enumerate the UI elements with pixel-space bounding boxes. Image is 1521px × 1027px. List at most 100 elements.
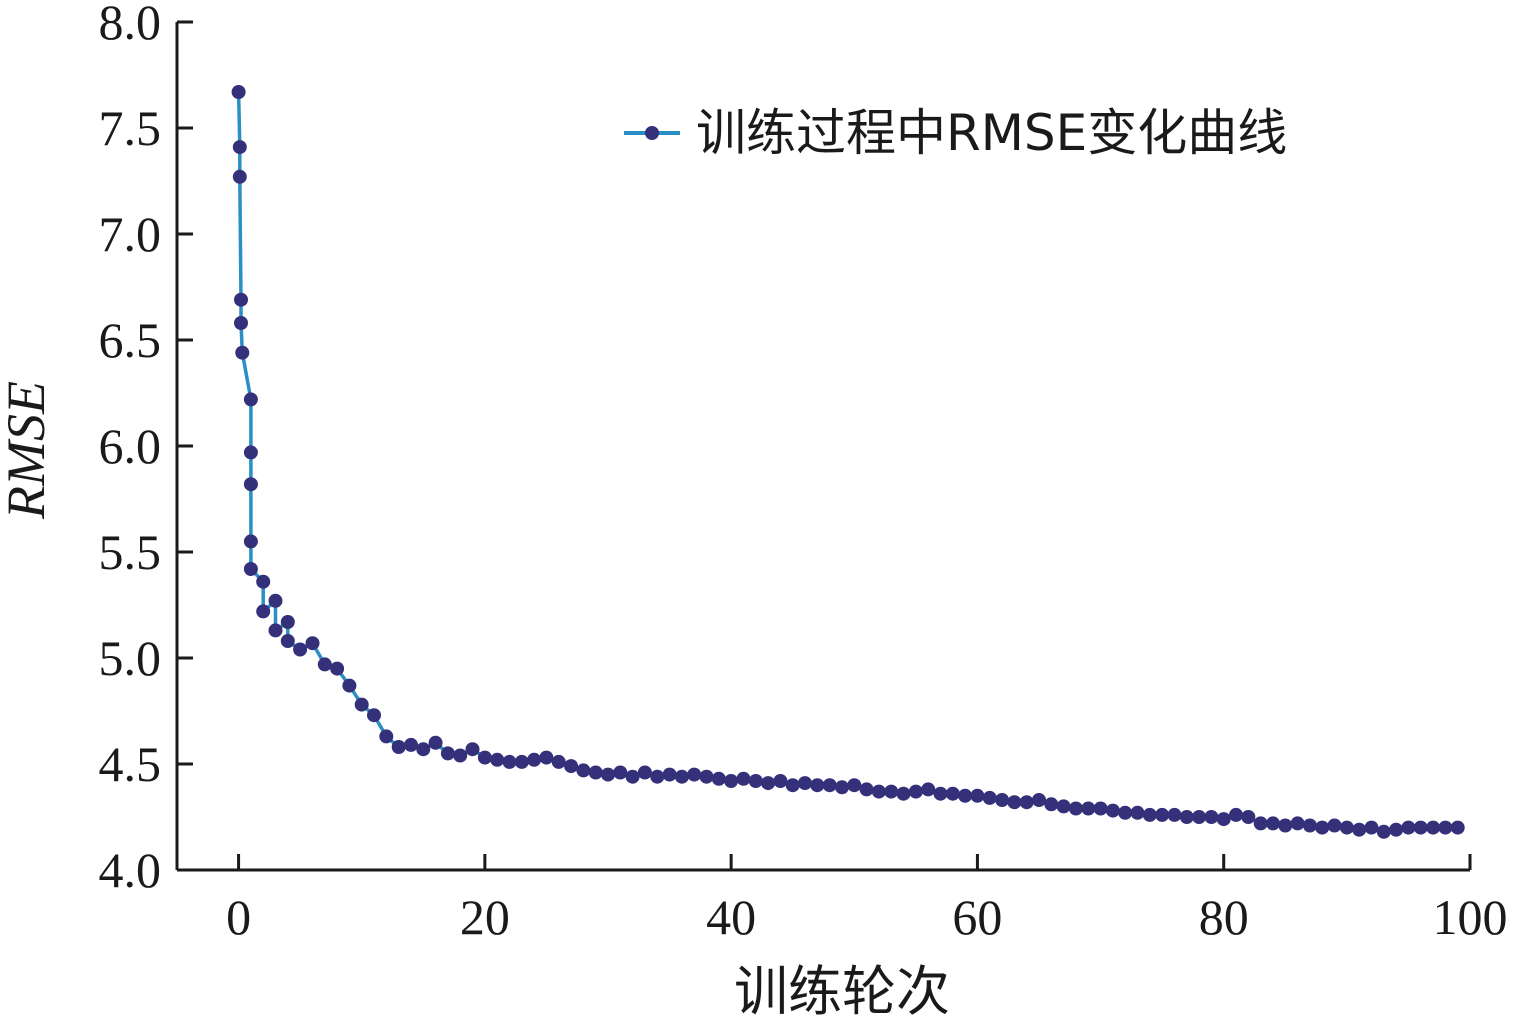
data-point <box>391 740 406 754</box>
data-point <box>1229 807 1243 822</box>
data-point <box>231 85 246 99</box>
data-point <box>1007 795 1022 810</box>
data-point <box>995 793 1010 807</box>
data-point <box>1339 820 1354 835</box>
data-point <box>1290 816 1305 831</box>
data-point <box>465 742 480 757</box>
data-point <box>1253 816 1268 831</box>
data-point <box>514 754 529 769</box>
data-point <box>773 774 788 788</box>
data-point <box>724 774 739 788</box>
y-tick-label: 5.5 <box>99 524 162 580</box>
data-point <box>859 782 874 797</box>
data-point <box>1167 807 1182 822</box>
y-tick-label: 4.5 <box>99 736 162 792</box>
data-point <box>1327 818 1342 833</box>
data-point <box>293 642 308 657</box>
data-point <box>354 697 369 712</box>
legend: 训练过程中RMSE变化曲线 <box>624 104 1287 162</box>
y-tick-label: 6.0 <box>99 418 162 474</box>
x-axis-label: 训练轮次 <box>734 960 950 1023</box>
data-point <box>884 784 899 799</box>
data-point <box>379 729 394 744</box>
data-point <box>748 774 763 788</box>
data-point <box>1179 810 1194 824</box>
data-point <box>1216 812 1231 827</box>
data-point <box>785 778 800 793</box>
data-point <box>1056 799 1071 814</box>
data-point <box>1142 807 1157 822</box>
data-point <box>317 657 332 672</box>
data-point <box>1401 820 1416 835</box>
y-tick-label: 5.0 <box>99 630 162 686</box>
data-point <box>1068 801 1083 816</box>
data-point <box>601 767 615 782</box>
data-point <box>1130 805 1145 820</box>
data-point <box>367 708 381 723</box>
data-point <box>871 784 886 799</box>
data-point <box>502 754 517 769</box>
data-point <box>1426 820 1441 835</box>
series-line <box>236 91 1458 834</box>
plot-area <box>231 85 1465 839</box>
y-ticks: 4.0 4.5 5.0 5.5 6.0 6.5 7.0 7.5 8.0 <box>99 0 193 898</box>
data-point <box>1093 801 1108 816</box>
data-point <box>1450 820 1465 835</box>
data-point <box>1155 807 1170 822</box>
data-point <box>1105 803 1120 818</box>
data-point <box>416 742 431 757</box>
data-point <box>982 790 997 805</box>
data-point <box>1315 820 1330 835</box>
data-point <box>243 445 258 460</box>
data-point <box>650 769 665 784</box>
data-point <box>1364 820 1379 835</box>
data-point <box>1376 824 1391 839</box>
x-tick-label: 60 <box>952 889 1002 945</box>
data-point <box>921 782 936 797</box>
data-point <box>280 615 295 629</box>
data-point <box>699 769 714 784</box>
data-point <box>256 604 271 619</box>
y-tick-label: 6.5 <box>99 312 162 368</box>
data-point <box>576 763 591 778</box>
data-point <box>527 752 542 767</box>
data-point <box>810 778 825 793</box>
x-tick-label: 0 <box>226 889 251 945</box>
data-point <box>243 562 258 576</box>
data-point <box>896 786 911 801</box>
data-point <box>637 765 652 780</box>
data-point <box>564 759 579 774</box>
data-point <box>711 771 726 786</box>
data-point <box>1192 810 1207 824</box>
data-point <box>1302 818 1317 833</box>
data-point <box>280 634 295 648</box>
data-point <box>539 750 554 765</box>
data-point <box>736 771 751 786</box>
data-point <box>945 786 960 801</box>
data-point <box>798 776 812 791</box>
data-point <box>330 661 345 676</box>
data-point <box>232 140 247 155</box>
data-point <box>235 345 250 360</box>
data-point <box>1032 793 1046 807</box>
data-point <box>613 765 628 780</box>
data-point <box>1413 820 1428 835</box>
x-ticks: 0 20 40 60 80 100 <box>226 854 1508 945</box>
data-point <box>342 678 357 693</box>
data-point <box>268 623 283 638</box>
data-point <box>305 636 320 651</box>
data-point <box>404 737 418 752</box>
data-point <box>234 316 248 330</box>
data-point <box>1241 810 1256 824</box>
data-point <box>662 767 677 782</box>
data-point <box>588 765 603 780</box>
data-point <box>428 735 443 750</box>
data-point <box>232 169 247 184</box>
data-point <box>761 776 776 791</box>
data-point <box>268 593 283 608</box>
data-point <box>958 788 973 803</box>
data-point <box>674 769 689 784</box>
y-tick-label: 4.0 <box>99 842 162 898</box>
data-point <box>847 778 862 793</box>
